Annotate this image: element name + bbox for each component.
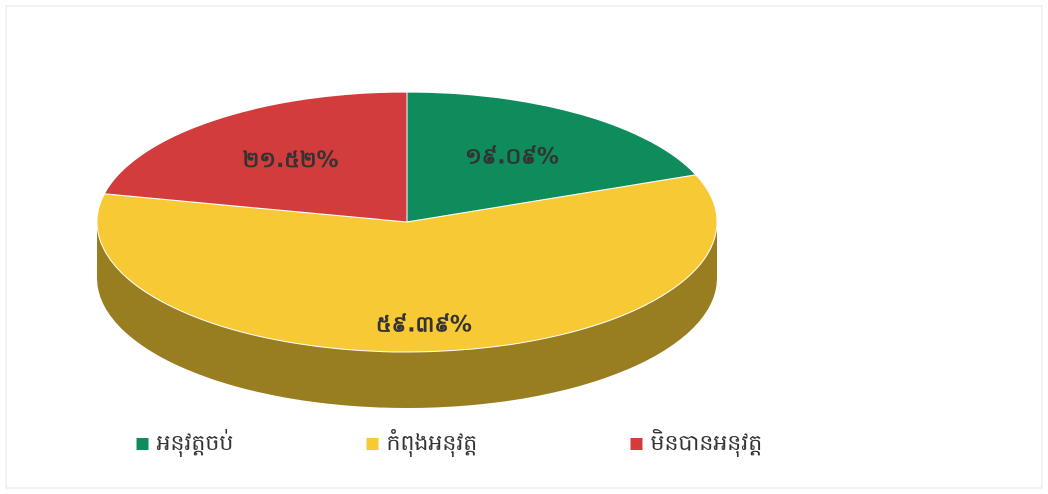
data-label: ២១.៥២% xyxy=(243,148,339,173)
legend: អនុវត្តចប់ កំពុងអនុវត្ត មិនបានអនុវត្ត xyxy=(136,429,763,457)
legend-label: មិនបានអនុវត្ត xyxy=(651,429,763,457)
pie-slice xyxy=(103,91,408,223)
legend-label: អនុវត្តចប់ xyxy=(157,429,234,457)
legend-label: កំពុងអនុវត្ត xyxy=(387,429,478,457)
data-label: ១៩.០៩% xyxy=(465,145,559,170)
pie-slice xyxy=(96,174,718,353)
pie-slice xyxy=(406,91,697,223)
data-label: ៥៩.៣៩% xyxy=(376,312,472,337)
legend-swatch xyxy=(136,438,149,450)
pie: ១៩.០៩% ៥៩.៣៩% ២១.៥២% xyxy=(96,91,718,408)
legend-swatch xyxy=(366,438,379,450)
legend-swatch xyxy=(630,438,643,450)
pie-side xyxy=(97,222,717,408)
